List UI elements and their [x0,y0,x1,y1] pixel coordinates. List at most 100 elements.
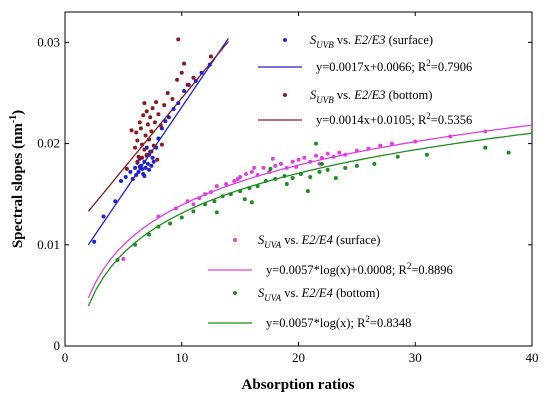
data-point-series-1 [148,115,153,120]
data-point-series-0 [166,115,171,120]
fit-line-series-3 [87,132,532,307]
y-axis-title: Spectral slopes (nm-1) [8,110,26,248]
data-point-series-1 [144,152,149,157]
legend-ratio: E2/E3 [353,88,385,102]
legend-symbol: S [258,233,265,247]
legend-marker-series-3 [233,291,237,295]
legend: SUVB vs. E2/E3 (surface)y=0.0017x+0.0066… [208,33,472,330]
data-point-series-3 [290,175,295,180]
data-point-series-2 [448,134,453,139]
data-point-series-3 [284,182,289,187]
data-point-series-0 [143,165,148,170]
data-point-series-1 [137,120,142,125]
data-point-series-2 [331,154,336,159]
data-point-series-0 [142,159,147,164]
x-tick-label: 10 [175,350,188,365]
legend-fit-label-series-0: y=0.0017x+0.0066; R2=0.7906 [316,58,472,74]
data-point-series-2 [389,141,394,146]
data-point-series-2 [337,150,342,155]
data-point-series-1 [140,155,145,160]
data-point-series-2 [294,164,299,169]
data-point-series-0 [101,214,106,219]
data-point-series-1 [145,122,150,127]
data-point-series-2 [378,143,383,148]
data-point-series-3 [273,177,278,181]
data-point-series-1 [191,75,196,80]
data-point-series-2 [308,159,313,164]
data-point-series-1 [135,138,140,143]
data-point-series-0 [151,159,156,164]
data-point-series-1 [182,61,187,66]
data-point-series-3 [298,171,303,176]
fit-r2-sup: 2 [426,111,431,121]
x-axis-title: Absorption ratios [242,377,355,393]
data-point-series-0 [136,169,141,174]
y-axis-title-sup: -1 [8,115,19,123]
data-point-series-2 [314,153,319,158]
legend-subscript: UVA [264,240,281,250]
data-point-series-2 [483,129,488,134]
data-point-series-3 [317,169,322,174]
data-point-series-2 [319,155,324,160]
legend-marker-series-0 [283,38,287,42]
data-point-series-3 [305,189,310,194]
y-tick-label: 0.03 [37,34,60,49]
data-point-series-2 [252,165,257,170]
x-tick-label: 0 [62,350,69,365]
fit-r2-value: =0.8348 [370,316,411,330]
fit-equation: y=0.0017x+0.0066; R [316,60,427,74]
data-point-series-1 [142,147,147,152]
y-axis-title-close: ) [10,110,26,115]
fit-line-series-0 [87,37,229,246]
data-point-series-1 [154,100,159,105]
data-point-series-2 [255,172,260,177]
data-point-series-3 [179,215,184,220]
data-point-series-2 [203,192,208,197]
legend-vs: vs. [281,233,302,247]
fit-r2-sup: 2 [407,261,412,271]
data-point-series-0 [128,169,133,174]
data-point-series-3 [168,221,173,226]
data-point-series-1 [129,128,134,133]
data-point-series-1 [152,120,157,125]
data-point-series-3 [424,152,429,157]
data-point-series-1 [208,54,213,59]
legend-ratio: E2/E3 [353,33,385,47]
legend-location: (bottom) [386,88,433,102]
data-point-series-3 [255,184,260,189]
legend-location: (surface) [386,33,434,47]
data-point-series-0 [156,136,161,141]
legend-vs: vs. [334,88,355,102]
data-point-series-2 [261,165,266,170]
data-point-series-3 [247,186,252,191]
data-point-series-3 [220,194,225,199]
data-point-series-2 [232,179,237,184]
legend-marker-series-1 [283,93,287,97]
data-point-series-1 [156,112,161,117]
data-point-series-1 [151,143,156,148]
data-point-series-2 [173,206,178,211]
data-point-series-1 [141,113,146,118]
data-point-series-0 [147,167,152,172]
data-point-series-3 [147,232,152,237]
legend-subscript: UVA [264,293,281,303]
data-point-series-2 [270,156,275,161]
data-point-series-0 [92,239,97,244]
data-point-series-2 [224,182,229,187]
legend-fit-label-series-2: y=0.0057*log(x)+0.0008; R2=0.8896 [266,261,453,277]
fit-lines [87,37,532,307]
data-point-series-3 [314,141,319,146]
data-point-series-1 [158,123,163,128]
data-point-series-1 [142,101,147,106]
data-point-series-1 [165,90,170,95]
legend-location: (surface) [333,233,381,247]
fit-r2-value: =0.5356 [431,113,472,127]
data-point-series-1 [149,129,154,134]
legend-label-series-2: SUVA vs. E2/E4 (surface) [258,233,380,250]
data-point-series-1 [149,149,154,154]
data-point-series-0 [123,174,128,179]
legend-vs: vs. [334,33,355,47]
data-point-series-3 [319,161,324,166]
data-point-series-1 [175,77,180,82]
data-point-series-1 [138,126,143,131]
